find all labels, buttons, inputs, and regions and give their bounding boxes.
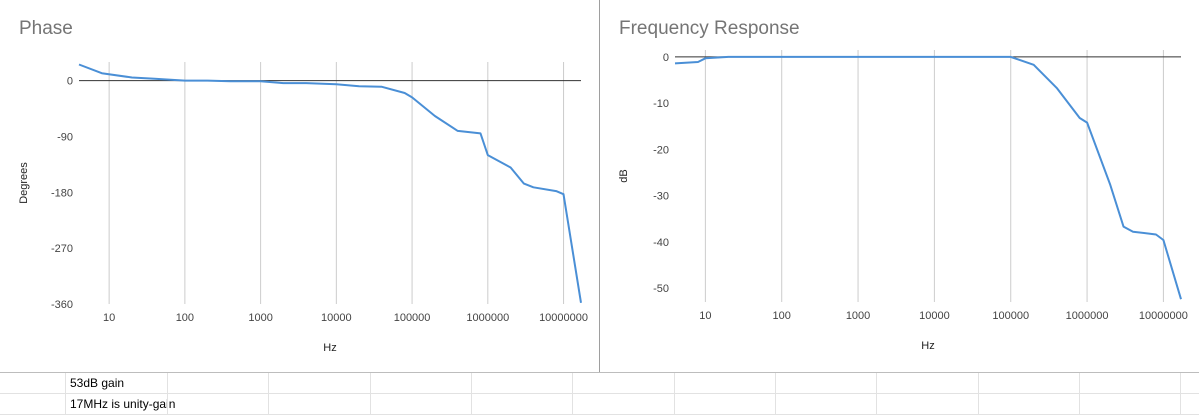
x-tick-label: 10000000: [539, 312, 588, 324]
y-tick-label: -10: [653, 98, 669, 110]
frequency-response-chart: Frequency Response 10 100 1000 10000 100000 1…: [600, 0, 1199, 372]
chart-title: Phase: [19, 18, 73, 39]
x-tick-label: 10: [699, 310, 711, 322]
phase-chart: Phase 10 100 1000 10000 100000 1000000 1000000…: [0, 0, 600, 372]
sheet-cell-divider: [978, 373, 979, 393]
y-tick-label: 0: [663, 52, 669, 64]
sheet-cell-divider: [978, 394, 979, 414]
sheet-cell-divider: [1079, 394, 1080, 414]
sheet-cell-divider: [1180, 373, 1181, 393]
sheet-cell-divider: [674, 373, 675, 393]
x-tick-label: 100000: [394, 312, 431, 324]
x-tick-label: 10: [103, 312, 115, 324]
sheet-cell-divider: [268, 394, 269, 414]
x-tick-label: 1000: [846, 310, 870, 322]
sheet-cell-divider: [876, 373, 877, 393]
x-tick-label: 1000000: [466, 312, 509, 324]
sheet-cell-divider: [876, 394, 877, 414]
sheet-cell-text[interactable]: 17MHz is unity-gain: [70, 397, 176, 411]
y-tick-label: -270: [51, 243, 73, 255]
chart-title: Frequency Response: [619, 18, 800, 39]
y-tick-label: -90: [57, 131, 73, 143]
sheet-cell-divider: [674, 394, 675, 414]
y-tick-label: -40: [653, 237, 669, 249]
x-tick-label: 100: [773, 310, 791, 322]
x-tick-label: 10000: [321, 312, 352, 324]
x-tick-label: 1000: [248, 312, 272, 324]
x-tick-label: 10000: [919, 310, 950, 322]
sheet-cell-divider: [167, 394, 168, 414]
x-axis-title: Hz: [921, 340, 934, 352]
x-tick-label: 100000: [992, 310, 1029, 322]
frequency-response-chart-svg: 10 100 1000 10000 100000 1000000 10000000 0 -10 -…: [618, 50, 1188, 352]
sheet-cell-divider: [1180, 394, 1181, 414]
sheet-cell-divider: [65, 373, 66, 393]
y-tick-label: -20: [653, 144, 669, 156]
sheet-cell-divider: [775, 373, 776, 393]
sheet-cell-divider: [167, 373, 168, 393]
y-tick-label: -50: [653, 283, 669, 295]
series-line: [674, 55, 1182, 300]
x-tick-label: 10000000: [1139, 310, 1188, 322]
sheet-cell-divider: [370, 373, 371, 393]
sheet-cell-divider: [1079, 373, 1080, 393]
sheet-cell-divider: [572, 373, 573, 393]
sheet-cell-divider: [471, 373, 472, 393]
sheet-cell-divider: [268, 373, 269, 393]
y-tick-label: 0: [67, 76, 73, 88]
phase-chart-svg: 10 100 1000 10000 100000 1000000 10000000 0 -90 -…: [18, 62, 588, 354]
series-line: [78, 63, 582, 303]
x-tick-label: 1000000: [1066, 310, 1109, 322]
sheet-cell-divider: [65, 394, 66, 414]
y-tick-label: -30: [653, 191, 669, 203]
x-axis-title: Hz: [323, 342, 336, 354]
sheet-cell-divider: [370, 394, 371, 414]
spreadsheet-grid: 53dB gain 17MHz is unity-gain: [0, 372, 1199, 415]
y-axis-title: Degrees: [18, 162, 30, 204]
sheet-cell-divider: [775, 394, 776, 414]
y-tick-label: -180: [51, 187, 73, 199]
y-tick-label: -360: [51, 299, 73, 311]
sheet-row: 53dB gain: [0, 373, 1199, 394]
x-tick-label: 100: [176, 312, 194, 324]
sheet-cell-text[interactable]: 53dB gain: [70, 376, 125, 390]
sheet-cell-divider: [572, 394, 573, 414]
sheet-cell-divider: [471, 394, 472, 414]
y-axis-title: dB: [618, 169, 630, 182]
sheet-row: 17MHz is unity-gain: [0, 394, 1199, 415]
